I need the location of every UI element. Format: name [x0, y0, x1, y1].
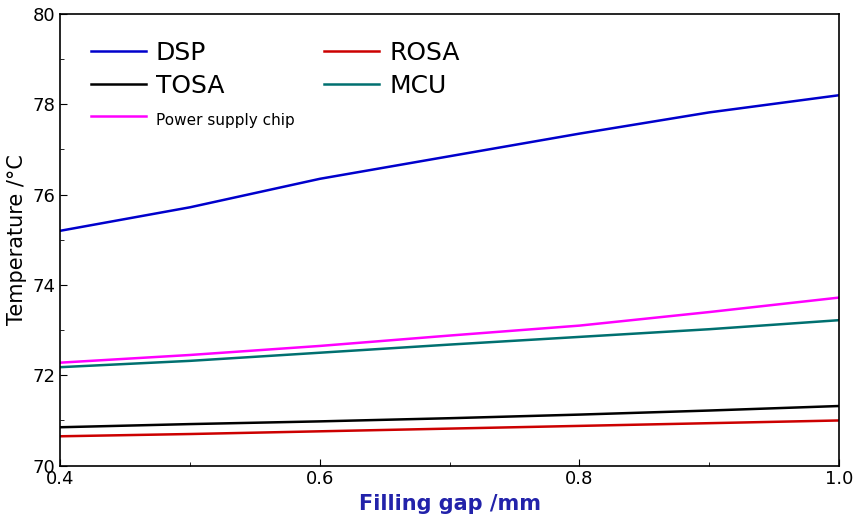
- Legend: DSP, TOSA, Power supply chip, ROSA, MCU: DSP, TOSA, Power supply chip, ROSA, MCU: [81, 31, 470, 138]
- TOSA: [574, 412, 585, 418]
- Power supply chip: [833, 294, 844, 301]
- MCU: [445, 341, 455, 348]
- MCU: [704, 326, 715, 332]
- ROSA: [574, 423, 585, 429]
- Y-axis label: Temperature /°C: Temperature /°C: [7, 154, 27, 325]
- TOSA: [315, 418, 325, 425]
- MCU: [833, 317, 844, 324]
- MCU: [55, 364, 65, 370]
- TOSA: [55, 424, 65, 430]
- Power supply chip: [445, 332, 455, 339]
- DSP: [445, 153, 455, 159]
- DSP: [704, 109, 715, 116]
- MCU: [315, 350, 325, 356]
- ROSA: [185, 431, 195, 437]
- ROSA: [704, 420, 715, 426]
- Power supply chip: [574, 322, 585, 329]
- Line: DSP: DSP: [60, 95, 839, 231]
- DSP: [574, 131, 585, 137]
- X-axis label: Filling gap /mm: Filling gap /mm: [359, 494, 541, 514]
- Line: MCU: MCU: [60, 320, 839, 367]
- ROSA: [315, 428, 325, 435]
- ROSA: [55, 433, 65, 439]
- TOSA: [185, 421, 195, 427]
- DSP: [185, 204, 195, 210]
- Line: ROSA: ROSA: [60, 420, 839, 436]
- Power supply chip: [315, 343, 325, 349]
- Power supply chip: [704, 309, 715, 315]
- Power supply chip: [185, 352, 195, 358]
- MCU: [574, 334, 585, 340]
- TOSA: [704, 407, 715, 414]
- DSP: [833, 92, 844, 98]
- MCU: [185, 358, 195, 364]
- Line: Power supply chip: Power supply chip: [60, 297, 839, 363]
- ROSA: [445, 426, 455, 432]
- DSP: [315, 176, 325, 182]
- DSP: [55, 228, 65, 234]
- TOSA: [445, 415, 455, 421]
- Power supply chip: [55, 359, 65, 366]
- Line: TOSA: TOSA: [60, 406, 839, 427]
- ROSA: [833, 417, 844, 424]
- TOSA: [833, 403, 844, 409]
